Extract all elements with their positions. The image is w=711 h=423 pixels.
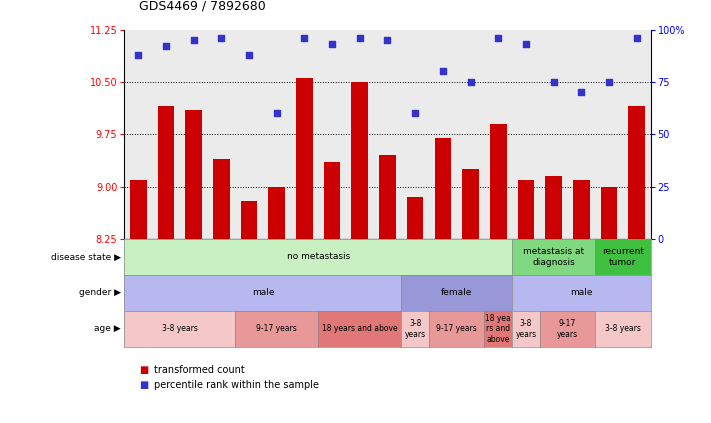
Bar [434,138,451,239]
Text: 3-8
years: 3-8 years [515,319,537,338]
Bar [213,159,230,239]
Bar [186,110,202,239]
Text: percentile rank within the sample: percentile rank within the sample [154,380,319,390]
Point [160,43,171,50]
Point [243,51,255,58]
Bar [518,180,534,239]
Text: metastasis at
diagnosis: metastasis at diagnosis [523,247,584,266]
Bar [573,180,589,239]
Text: age ▶: age ▶ [95,324,121,333]
Point [604,79,615,85]
Point [326,41,338,48]
Bar [130,180,146,239]
Bar [324,162,341,239]
Text: gender ▶: gender ▶ [79,288,121,297]
Point [548,79,560,85]
Point [437,68,449,75]
Bar [601,187,617,239]
Point [465,79,476,85]
Text: 3-8 years: 3-8 years [162,324,198,333]
Text: 9-17 years: 9-17 years [437,324,477,333]
Point [410,110,421,117]
Point [520,41,532,48]
Text: transformed count: transformed count [154,365,245,375]
Bar [296,78,313,239]
Text: male: male [252,288,274,297]
Bar [490,124,506,239]
Text: ■: ■ [139,365,148,375]
Text: 9-17 years: 9-17 years [257,324,297,333]
Point [354,35,365,41]
Bar [351,82,368,239]
Text: no metastasis: no metastasis [287,253,350,261]
Text: 3-8
years: 3-8 years [405,319,426,338]
Point [215,35,227,41]
Point [576,89,587,96]
Bar [379,155,396,239]
Text: 18 years and above: 18 years and above [322,324,397,333]
Bar [629,107,645,239]
Point [631,35,643,41]
Bar [407,197,424,239]
Text: 9-17
years: 9-17 years [557,319,578,338]
Text: GDS4469 / 7892680: GDS4469 / 7892680 [139,0,265,13]
Text: ■: ■ [139,380,148,390]
Text: 18 yea
rs and
above: 18 yea rs and above [486,314,511,344]
Point [493,35,504,41]
Bar [269,187,285,239]
Bar [241,201,257,239]
Text: female: female [441,288,472,297]
Text: 3-8 years: 3-8 years [605,324,641,333]
Point [188,37,199,44]
Point [271,110,282,117]
Text: male: male [570,288,592,297]
Bar [158,107,174,239]
Text: recurrent
tumor: recurrent tumor [602,247,644,266]
Point [299,35,310,41]
Point [382,37,393,44]
Bar [462,169,479,239]
Bar [545,176,562,239]
Text: disease state ▶: disease state ▶ [51,253,121,261]
Point [132,51,144,58]
